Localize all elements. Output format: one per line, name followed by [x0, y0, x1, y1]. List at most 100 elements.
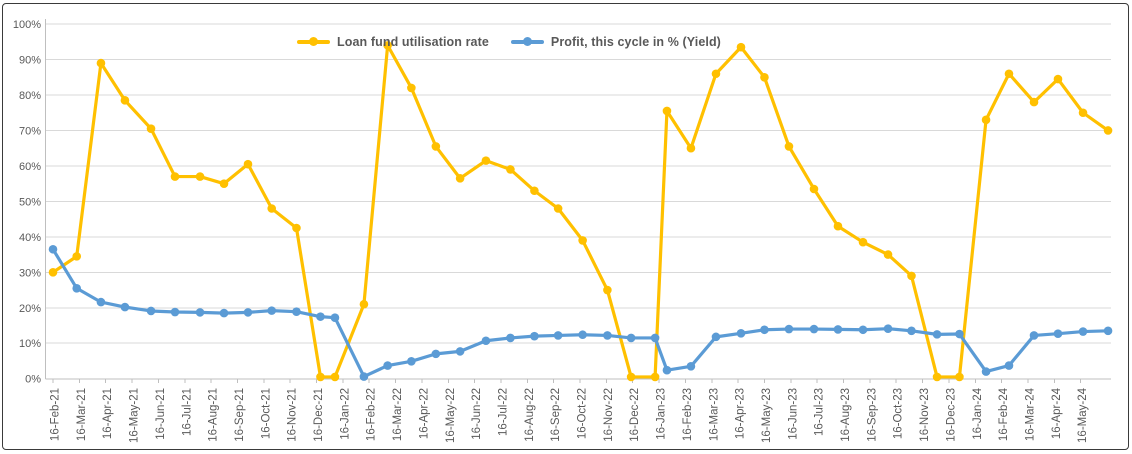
data-point-profit: [407, 357, 416, 366]
data-point-utilisation: [292, 223, 301, 233]
data-point-utilisation: [455, 174, 465, 183]
data-point-profit: [243, 308, 253, 317]
data-point-profit: [96, 297, 106, 307]
legend-item-profit-yield: Profit, this cycle in % (Yield): [510, 35, 721, 49]
data-point-profit: [195, 308, 205, 317]
data-point-utilisation: [760, 72, 769, 82]
x-axis-label: 16-Jun-21: [155, 388, 167, 440]
data-point-profit: [981, 367, 991, 376]
data-point-utilisation: [407, 83, 416, 93]
data-point-utilisation: [1004, 69, 1014, 79]
data-point-profit: [359, 372, 369, 381]
data-point-profit: [455, 347, 465, 356]
x-axis-label: 16-Jul-23: [814, 388, 826, 436]
data-point-profit: [711, 332, 721, 342]
data-point-profit: [553, 331, 563, 340]
x-axis-label: 16-Feb-21: [50, 388, 62, 441]
x-axis-label: 16-Sep-23: [866, 388, 878, 442]
x-axis-label: 16-Apr-22: [418, 388, 430, 439]
data-point-utilisation: [955, 372, 964, 382]
x-axis-label: 16-Feb-22: [366, 388, 378, 441]
data-point-profit: [736, 329, 746, 338]
data-point-profit: [330, 313, 340, 323]
x-axis-label: 16-Jun-22: [471, 388, 483, 440]
data-point-utilisation: [219, 179, 229, 188]
x-axis-label: 16-Apr-24: [1051, 387, 1063, 439]
x-axis-label: 16-Feb-24: [998, 387, 1010, 441]
data-point-profit: [626, 333, 636, 343]
data-point-profit: [955, 329, 964, 339]
data-point-utilisation: [146, 124, 156, 134]
data-point-profit: [686, 361, 696, 371]
data-point-profit: [1004, 361, 1014, 370]
data-point-utilisation: [1029, 97, 1039, 107]
data-point-profit: [146, 306, 156, 316]
data-point-profit: [883, 324, 893, 334]
data-point-utilisation: [662, 106, 672, 116]
x-axis-label: 16-Jul-21: [181, 388, 193, 436]
data-point-profit: [784, 324, 794, 334]
data-point-profit: [292, 307, 301, 316]
data-point-utilisation: [120, 96, 130, 105]
x-axis-label: 16-Feb-23: [682, 388, 694, 441]
x-axis-label: 16-Dec-23: [945, 388, 957, 442]
x-axis-label: 16-Jan-24: [972, 387, 984, 439]
data-point-profit: [506, 333, 515, 343]
data-point-utilisation: [383, 41, 392, 50]
data-point-utilisation: [711, 69, 721, 79]
x-axis-label: 16-Oct-22: [577, 388, 589, 439]
data-point-profit: [431, 349, 441, 359]
data-point-profit: [1029, 331, 1039, 340]
x-axis-label: 16-Oct-23: [893, 388, 905, 439]
line-chart-plot: 16-Feb-21 16-Mar-21 16-Apr-21 16-May-21 16-J…: [13, 19, 1113, 443]
x-axis-label: 16-Mar-21: [76, 388, 88, 441]
x-axis-label: 16-Mar-24: [1024, 387, 1036, 441]
y-axis-label: 40%: [19, 232, 41, 244]
data-point-utilisation: [686, 143, 696, 153]
data-point-utilisation: [858, 237, 868, 247]
x-axis-label: 16-May-22: [445, 388, 457, 443]
x-axis-label: 16-Dec-22: [629, 388, 641, 442]
legend-label-utilisation-rate: Loan fund utilisation rate: [337, 35, 489, 49]
data-point-profit: [530, 331, 539, 341]
y-axis-label: 0%: [25, 374, 41, 386]
data-point-utilisation: [736, 42, 746, 52]
x-axis-label: 16-Aug-22: [524, 388, 536, 442]
data-point-utilisation: [359, 299, 369, 309]
x-axis-label: 16-Mar-22: [392, 388, 404, 441]
data-point-profit: [1103, 326, 1113, 336]
series-line-profit: [51, 247, 1110, 379]
x-axis-label: 16-Sep-21: [234, 388, 246, 442]
data-point-utilisation: [530, 186, 539, 196]
y-axis-label: 10%: [19, 338, 41, 350]
x-axis-label: 16-Jan-23: [656, 388, 668, 440]
x-axis-label: 16-Dec-21: [313, 388, 325, 442]
data-point-profit: [316, 312, 325, 321]
x-axis-label: 16-May-24: [1077, 387, 1089, 443]
data-point-utilisation: [1078, 108, 1088, 118]
x-axis-label: 16-Jan-22: [339, 388, 351, 440]
data-point-utilisation: [243, 159, 253, 169]
data-point-profit: [1078, 327, 1088, 336]
data-point-utilisation: [267, 204, 277, 213]
data-point-utilisation: [650, 372, 660, 382]
data-point-utilisation: [553, 204, 563, 213]
data-point-profit: [120, 302, 130, 312]
data-point-utilisation: [72, 252, 82, 261]
data-point-profit: [603, 331, 612, 340]
y-axis-label: 50%: [19, 196, 41, 208]
data-point-utilisation: [431, 142, 441, 151]
legend-item-utilisation-rate: Loan fund utilisation rate: [297, 35, 489, 49]
data-point-profit: [858, 325, 868, 335]
y-axis-label: 70%: [19, 125, 41, 137]
data-point-utilisation: [603, 285, 612, 295]
x-axis-label: 16-Jul-22: [497, 388, 509, 436]
chart-legend: Loan fund utilisation rate Profit, this …: [297, 35, 721, 49]
y-axis-label: 100%: [13, 19, 41, 31]
y-axis-label: 90%: [19, 55, 41, 67]
data-point-utilisation: [809, 184, 819, 194]
data-point-profit: [170, 307, 180, 317]
legend-label-profit-yield: Profit, this cycle in % (Yield): [550, 35, 721, 49]
y-axis-label: 60%: [19, 161, 41, 173]
